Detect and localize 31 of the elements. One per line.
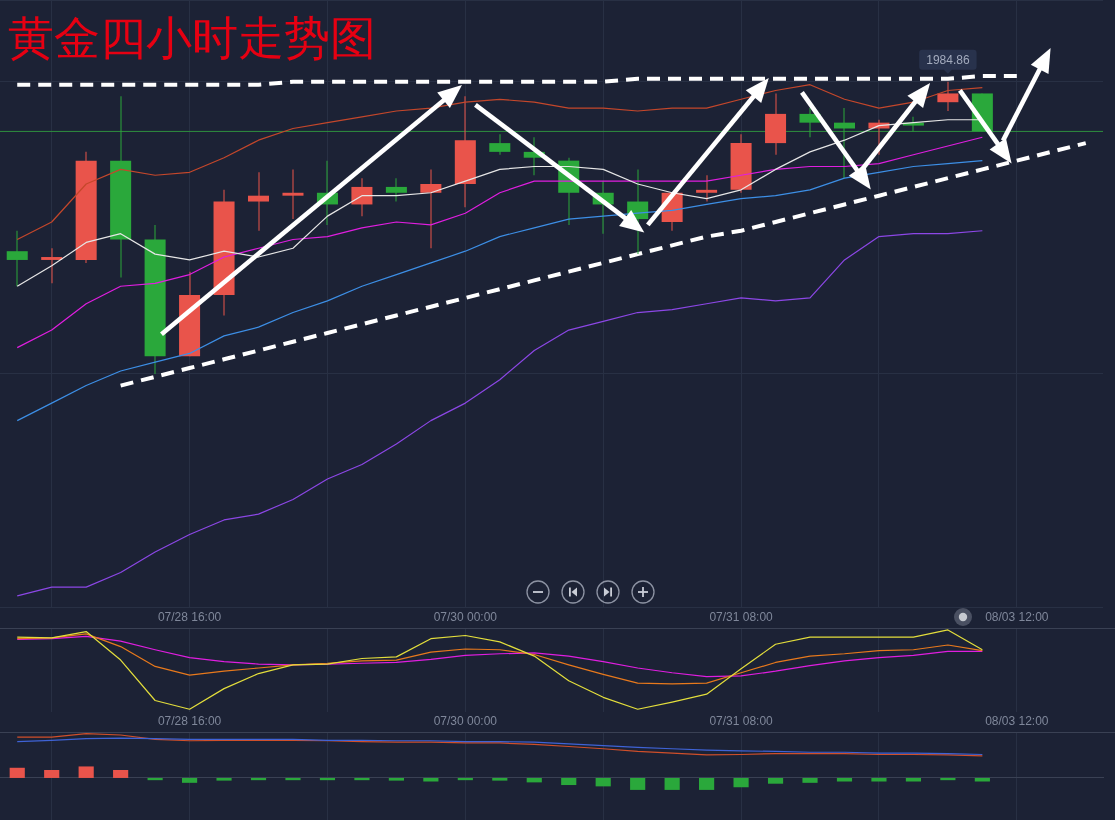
bar [9, 767, 25, 778]
bar [285, 777, 301, 781]
bar [664, 777, 680, 790]
bar [802, 777, 818, 783]
bar [44, 769, 60, 778]
x-tick-label: 07/30 00:00 [433, 610, 498, 625]
bar [216, 777, 232, 781]
bar [526, 777, 542, 783]
bar [733, 777, 749, 788]
candlestick [282, 169, 304, 220]
x-tick-label: 07/30 00:00 [433, 714, 498, 729]
x-tick-label: 08/03 12:00 [985, 714, 1049, 729]
bar [561, 777, 577, 786]
candlestick [248, 172, 270, 231]
chart-title: 黄金四小时走势图 [8, 11, 376, 65]
bar [113, 769, 129, 778]
bar [699, 777, 715, 790]
bar [78, 766, 94, 778]
x-tick-label: 08/03 12:00 [985, 610, 1049, 625]
bar [595, 777, 611, 787]
bar [630, 777, 646, 790]
x-tick-label: 07/31 08:00 [709, 610, 774, 625]
annotation: 1984.86 [926, 52, 970, 67]
bar [182, 777, 198, 783]
bar [388, 777, 404, 781]
x-tick-label: 07/28 16:00 [157, 610, 222, 625]
bar [492, 777, 508, 781]
x-tick-label: 07/31 08:00 [709, 714, 774, 729]
bar [354, 777, 370, 781]
x-tick-label: 07/28 16:00 [157, 714, 222, 729]
bar [767, 777, 784, 784]
